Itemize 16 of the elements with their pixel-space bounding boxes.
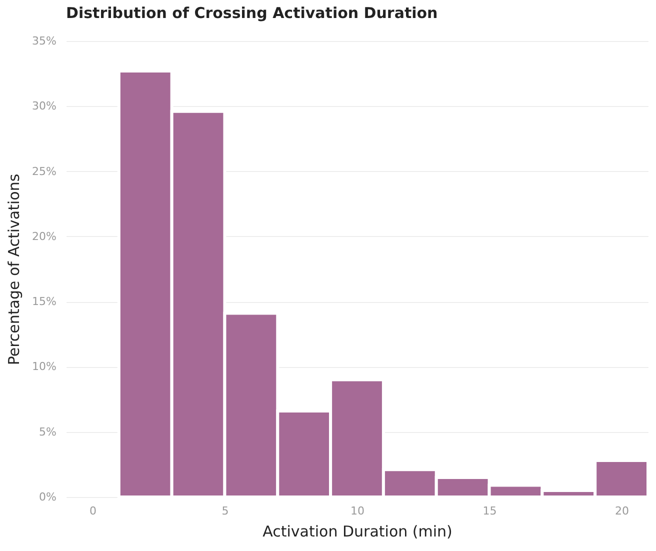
y-tick-label: 10% [32, 360, 56, 374]
x-tick-label: 15 [482, 504, 497, 518]
y-tick-label: 5% [39, 425, 56, 438]
x-tick-label: 10 [350, 504, 364, 518]
chart-title: Distribution of Crossing Activation Duration [66, 4, 438, 22]
y-tick-label: 25% [32, 164, 56, 178]
y-tick-label: 0% [39, 490, 56, 504]
y-tick-label: 15% [32, 295, 56, 308]
x-tick-label: 20 [615, 504, 630, 518]
y-tick-label: 35% [32, 34, 56, 48]
x-tick-label: 5 [222, 504, 229, 518]
x-tick-label: 0 [89, 504, 96, 518]
y-axis-title: Percentage of Activations [5, 174, 24, 366]
y-tick-label: 30% [32, 100, 56, 113]
x-axis-title: Activation Duration (min) [262, 522, 452, 540]
y-tick-label: 20% [32, 230, 56, 243]
